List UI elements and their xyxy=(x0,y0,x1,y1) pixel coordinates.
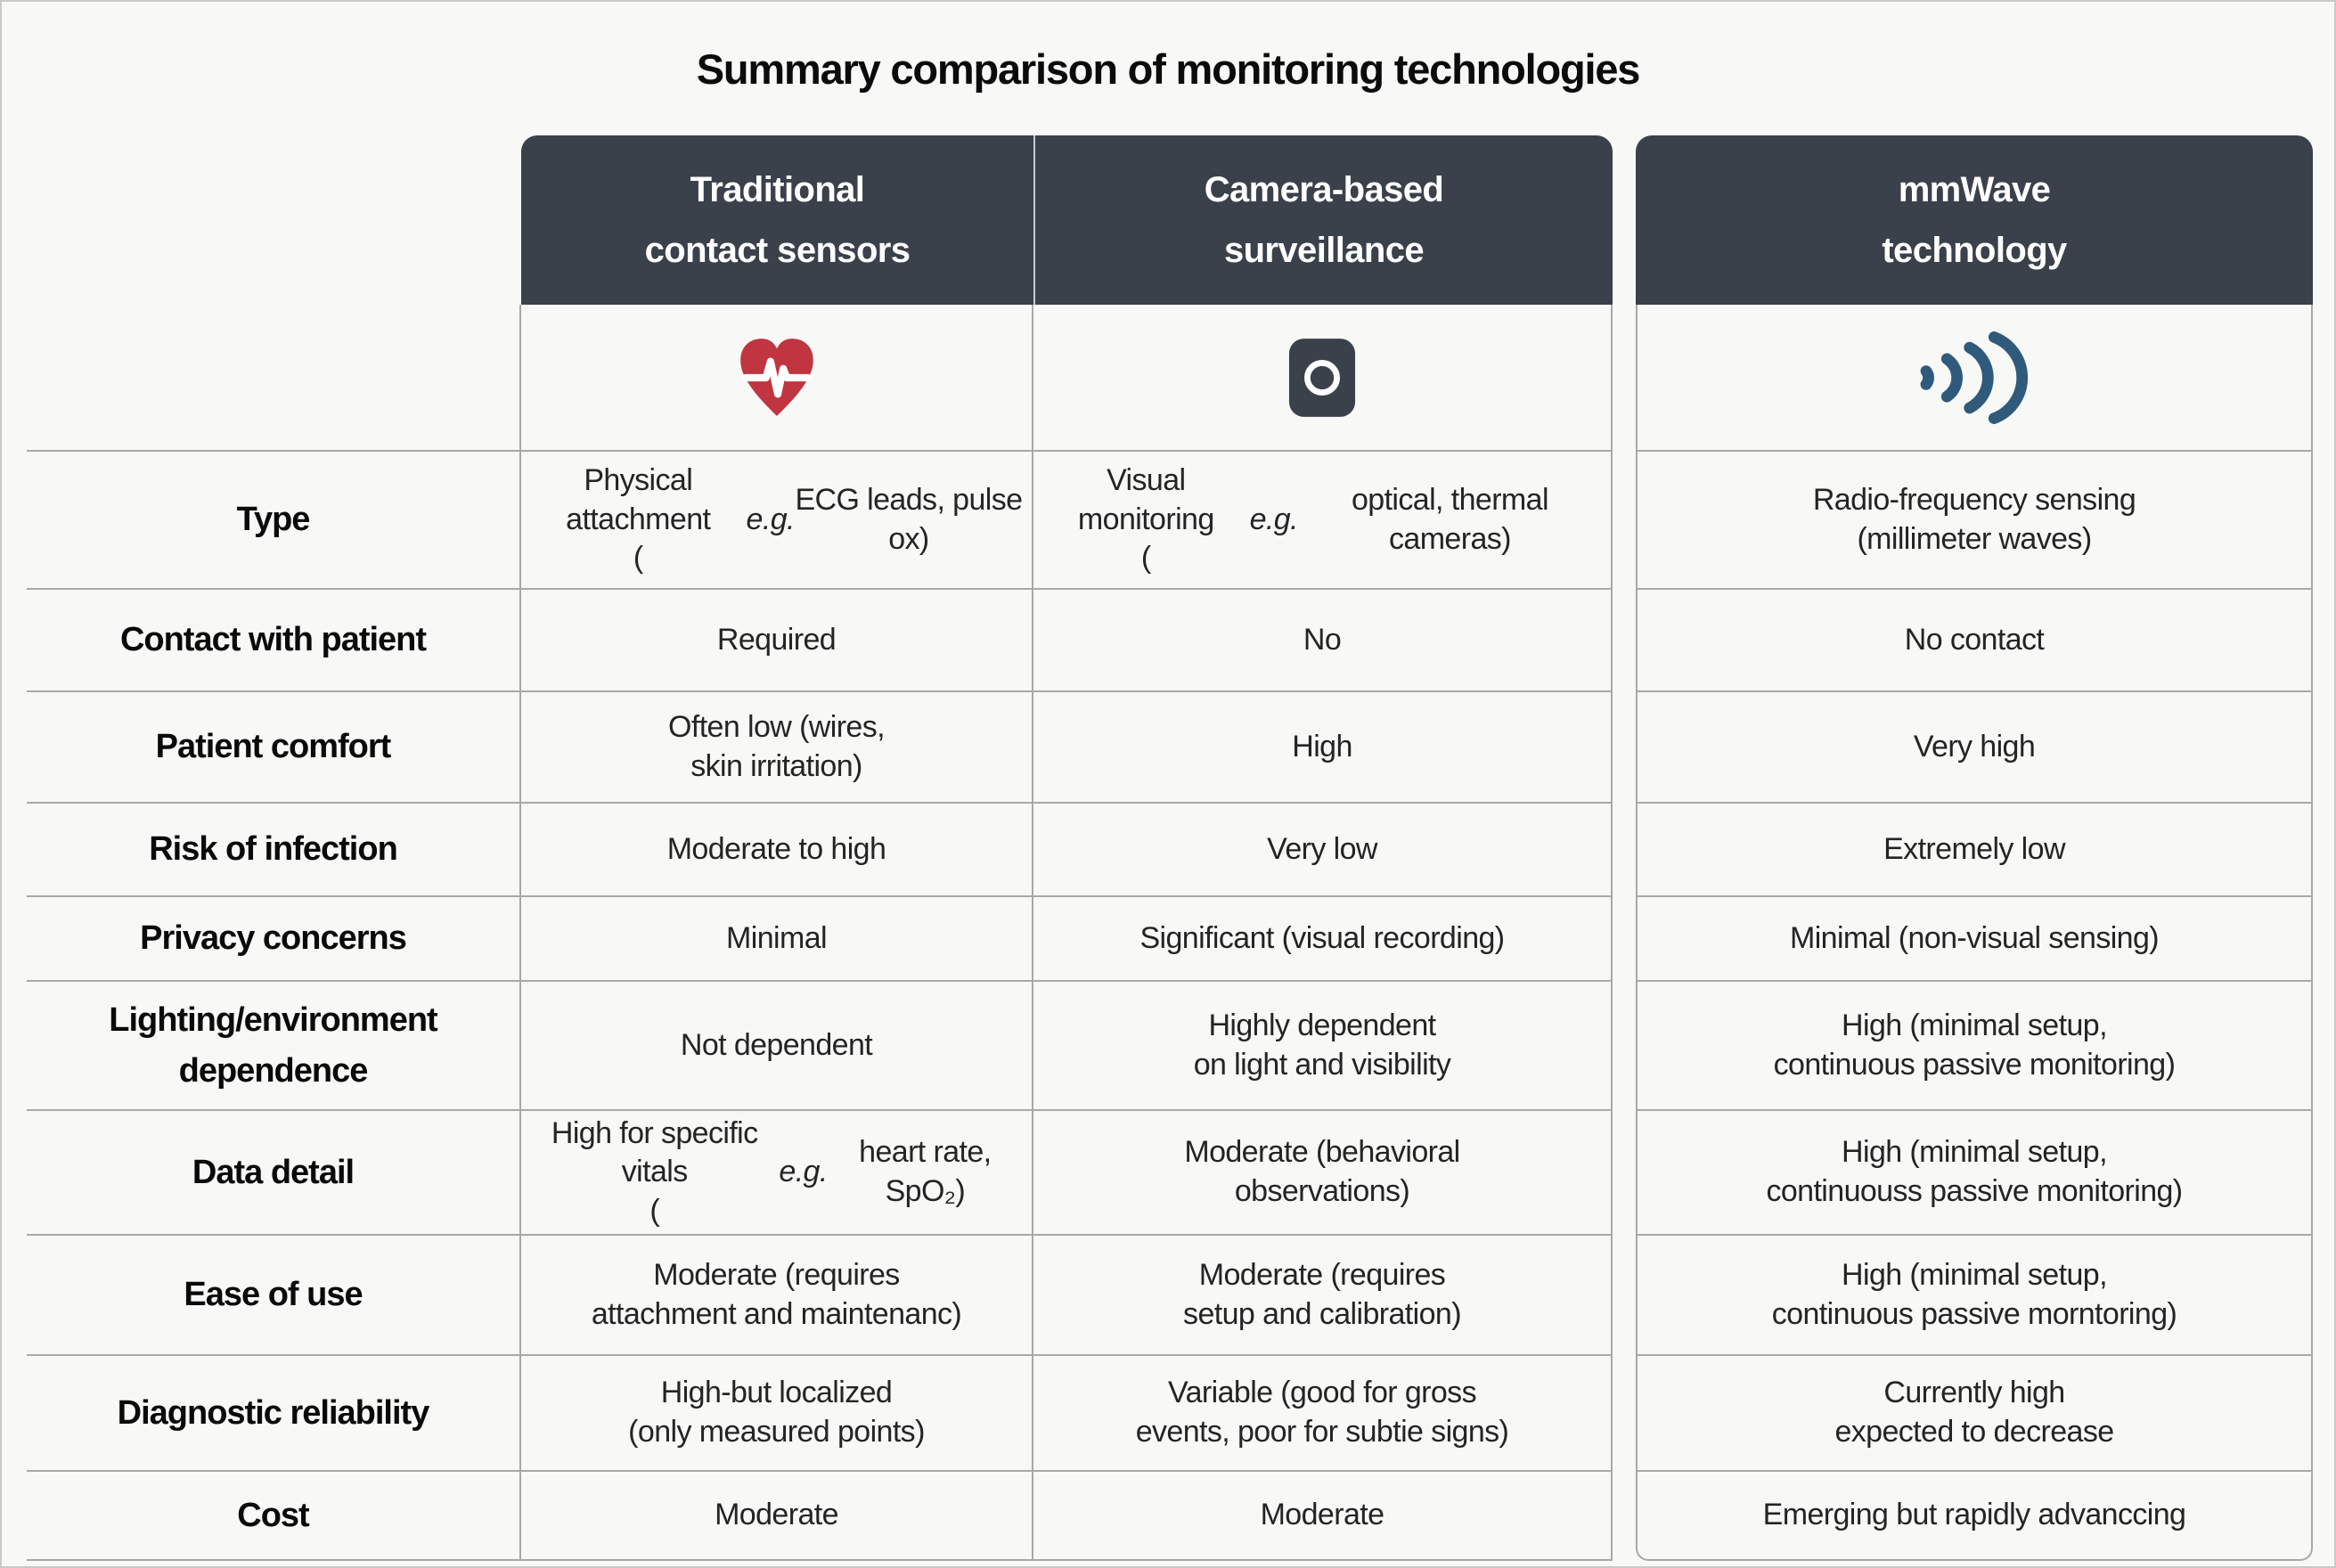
cell-ease-traditional: Moderate (requires attachment and mainte… xyxy=(521,1236,1033,1356)
cell-infection-traditional: Moderate to high xyxy=(521,804,1033,897)
cell-contact-mmwave: No contact xyxy=(1636,590,2313,692)
cell-diagnostic-mmwave: Currently high expected to decrease xyxy=(1636,1356,2313,1472)
column-header-traditional: Traditional contact sensors xyxy=(521,135,1033,305)
camera-icon xyxy=(1287,298,1357,457)
cell-comfort-mmwave: Very high xyxy=(1636,692,2313,804)
cell-infection-camera: Very low xyxy=(1033,804,1613,897)
cell-infection-mmwave: Extremely low xyxy=(1636,804,2313,897)
row-label-datadetail: Data detail xyxy=(27,1111,521,1236)
cell-type-traditional: Physical attachment (e.g. ECG leads, pul… xyxy=(521,452,1033,590)
cell-lighting-traditional: Not dependent xyxy=(521,982,1033,1111)
icon-cell-mmwave xyxy=(1636,305,2313,452)
cell-datadetail-traditional: High for specific vitals (e.g. heart rat… xyxy=(521,1111,1033,1236)
cell-ease-camera: Moderate (requires setup and calibration… xyxy=(1033,1236,1613,1356)
row-label-infection: Risk of infection xyxy=(27,804,521,897)
column-header-mmwave: mmWave technology xyxy=(1636,135,2313,305)
row-label-cost: Cost xyxy=(27,1472,521,1561)
cell-privacy-traditional: Minimal xyxy=(521,897,1033,982)
cell-privacy-mmwave: Minimal (non-visual sensing) xyxy=(1636,897,2313,982)
cell-comfort-traditional: Often low (wires, skin irritation) xyxy=(521,692,1033,804)
cell-comfort-camera: High xyxy=(1033,692,1613,804)
cell-diagnostic-camera: Variable (good for gross events, poor fo… xyxy=(1033,1356,1613,1472)
icon-row-label-spacer xyxy=(27,305,521,452)
row-label-contact: Contact with patient xyxy=(27,590,521,692)
row-label-type: Type xyxy=(27,452,521,590)
cell-cost-traditional: Moderate xyxy=(521,1472,1033,1561)
cell-lighting-mmwave: High (minimal setup, continuous passive … xyxy=(1636,982,2313,1111)
icon-cell-traditional xyxy=(521,305,1033,452)
cell-cost-camera: Moderate xyxy=(1033,1472,1613,1561)
row-label-ease: Ease of use xyxy=(27,1236,521,1356)
column-header-camera: Camera-based surveillance xyxy=(1033,135,1613,305)
cell-type-camera: Visual monitoring (e.g. optical, thermal… xyxy=(1033,452,1613,590)
cell-contact-traditional: Required xyxy=(521,590,1033,692)
cell-privacy-camera: Significant (visual recording) xyxy=(1033,897,1613,982)
row-label-diagnostic: Diagnostic reliability xyxy=(27,1356,521,1472)
cell-lighting-camera: Highly dependent on light and visibility xyxy=(1033,982,1613,1111)
radio-waves-icon xyxy=(1903,291,2046,463)
cell-datadetail-mmwave: High (minimal setup, continuouss passive… xyxy=(1636,1111,2313,1236)
comparison-table: Traditional contact sensors Camera-based… xyxy=(27,135,2334,1561)
cell-contact-camera: No xyxy=(1033,590,1613,692)
cell-type-mmwave: Radio-frequency sensing (millimeter wave… xyxy=(1636,452,2313,590)
row-label-lighting: Lighting/environment dependence xyxy=(27,982,521,1111)
cell-cost-mmwave: Emerging but rapidly advanccing xyxy=(1636,1472,2313,1561)
cell-datadetail-camera: Moderate (behavioral observations) xyxy=(1033,1111,1613,1236)
heart-pulse-icon xyxy=(731,291,822,463)
icon-cell-camera xyxy=(1033,305,1613,452)
row-label-privacy: Privacy concerns xyxy=(27,897,521,982)
page-title: Summary comparison of monitoring technol… xyxy=(696,45,1641,93)
row-label-comfort: Patient comfort xyxy=(27,692,521,804)
cell-ease-mmwave: High (minimal setup, continuous passive … xyxy=(1636,1236,2313,1356)
cell-diagnostic-traditional: High-but localized (only measured points… xyxy=(521,1356,1033,1472)
